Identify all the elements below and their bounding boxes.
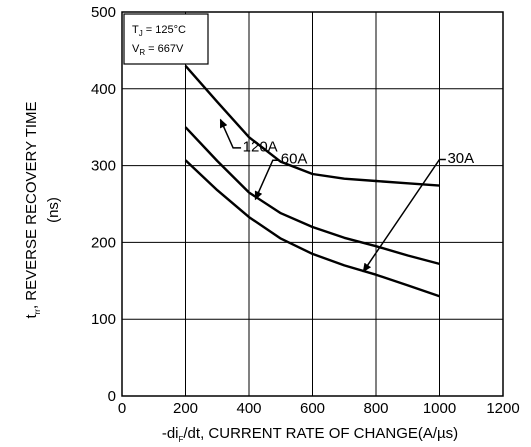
annotation-arrow-30a (362, 158, 446, 273)
series-label-120a: 120A (243, 138, 278, 155)
plot-frame (121, 11, 504, 397)
y-axis-ticks: 0 100 200 300 400 500 (91, 4, 116, 405)
conditions-frame (123, 13, 209, 65)
y-tick-label: 300 (91, 158, 116, 175)
y-tick-label: 400 (91, 81, 116, 98)
series-line-60a (184, 126, 440, 266)
y-tick-label: 0 (108, 388, 116, 405)
y-axis-title-line1: trr, REVERSE RECOVERY TIME (23, 101, 42, 318)
x-tick-label: 0 (118, 400, 126, 417)
annotation-arrow-60a (254, 159, 280, 201)
series-label-60a: 60A (281, 151, 308, 168)
x-tick-label: 1200 (486, 400, 519, 417)
x-axis-ticks: 0 200 400 600 800 1000 1200 (118, 400, 520, 417)
x-tick-label: 200 (173, 400, 198, 417)
grid (122, 12, 503, 396)
conditions-box: TJ = 125°C VR = 667V (123, 13, 209, 65)
y-axis-unit: (ns) (45, 197, 62, 223)
x-tick-label: 600 (300, 400, 325, 417)
annotation-arrow-120a (219, 118, 242, 149)
vr-condition: VR = 667V (132, 43, 184, 57)
x-tick-label: 400 (236, 400, 261, 417)
y-axis-title: trr, REVERSE RECOVERY TIME (ns) (23, 101, 62, 318)
series-label-30a: 30A (447, 150, 474, 167)
y-tick-label: 200 (91, 234, 116, 251)
y-tick-label: 100 (91, 311, 116, 328)
x-tick-label: 800 (363, 400, 388, 417)
series-lines (184, 65, 440, 298)
tj-condition: TJ = 125°C (132, 24, 186, 38)
y-tick-label: 500 (91, 4, 116, 21)
x-axis-title: -diF/dt, CURRENT RATE OF CHANGE(A/µs) (162, 425, 458, 444)
series-line-30a (184, 159, 440, 298)
series-line-120a (184, 65, 440, 187)
x-tick-label: 1000 (423, 400, 456, 417)
